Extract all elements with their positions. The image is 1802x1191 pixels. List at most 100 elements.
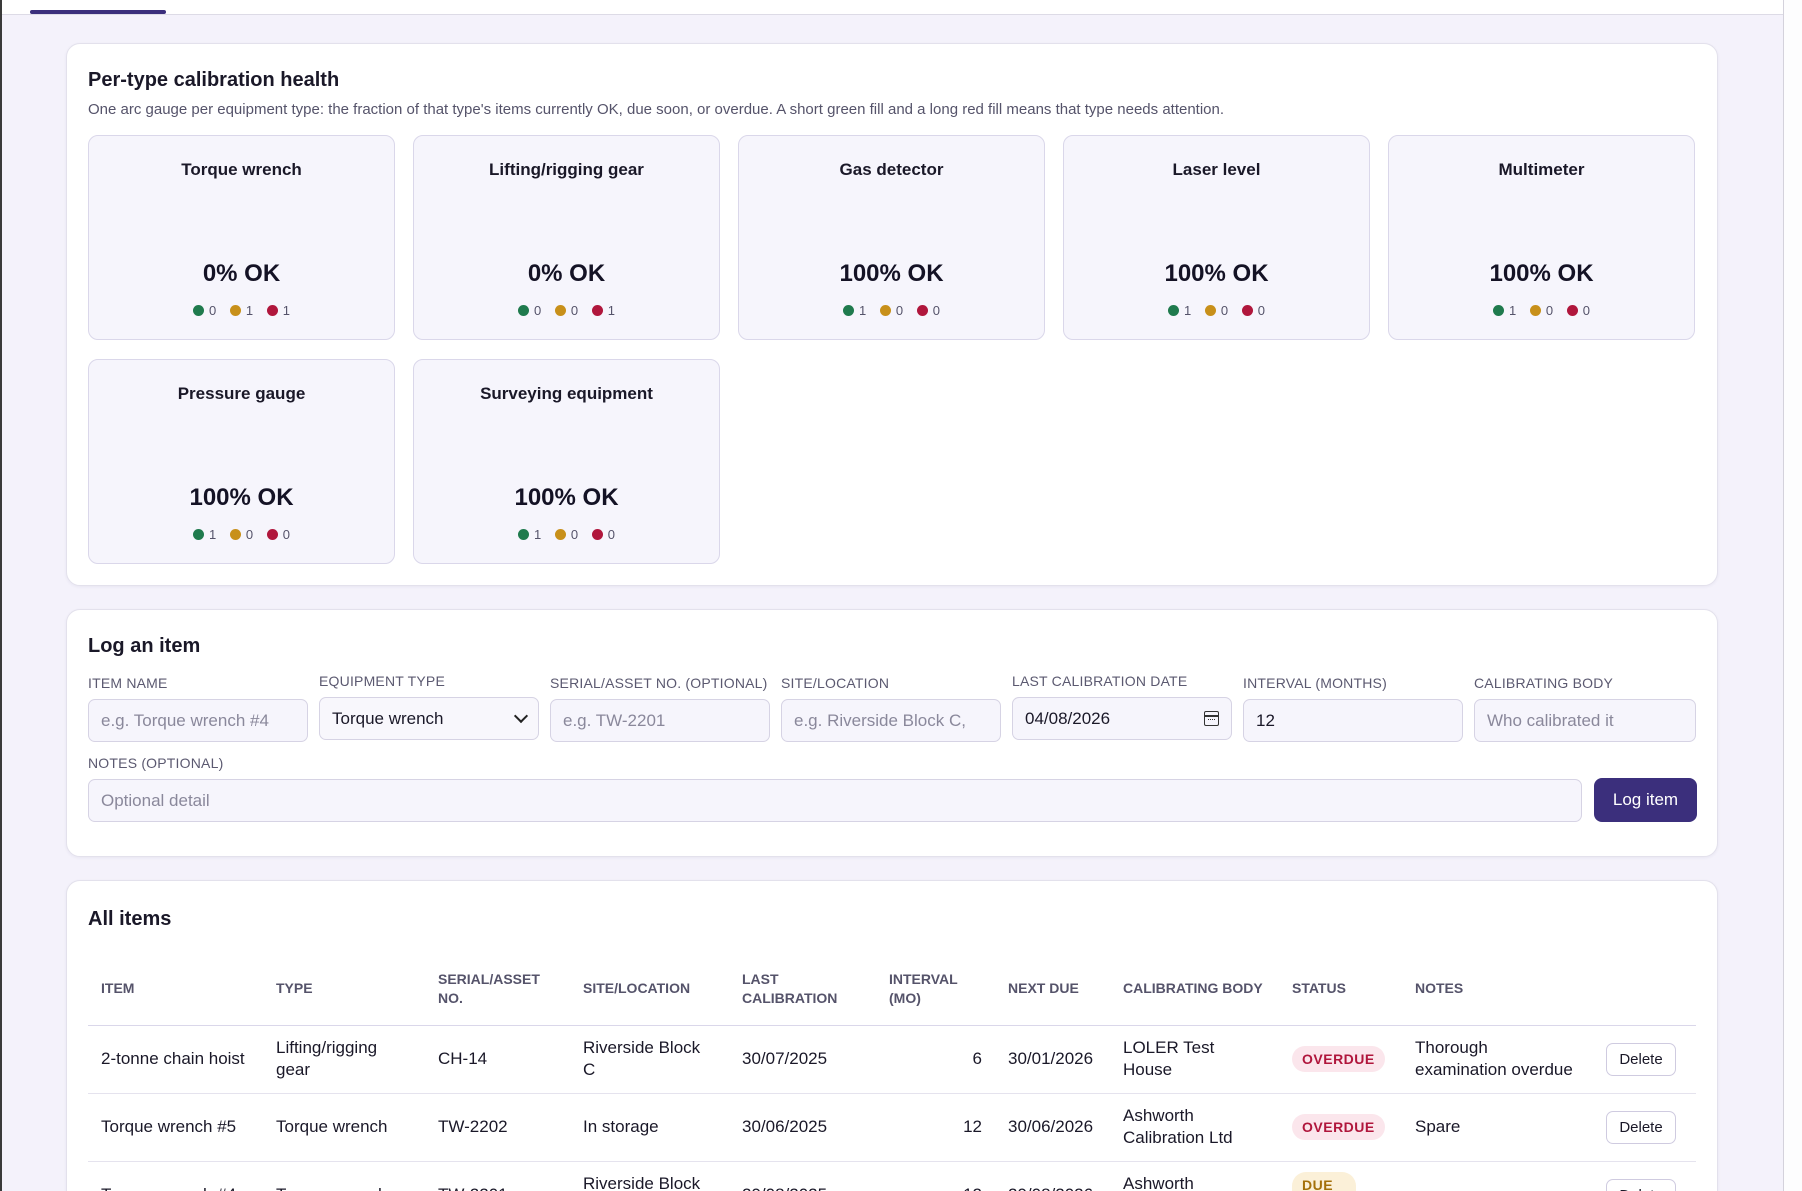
last-calibration-value: 04/08/2026 xyxy=(1025,708,1111,728)
ok-dot-icon xyxy=(1493,305,1505,316)
due-count: 0 xyxy=(1220,303,1229,318)
cell-type: Lifting/rigging gear xyxy=(263,1025,425,1094)
col-header-last-calibration[interactable]: Last calibration xyxy=(729,953,876,1026)
gauge-percent-ok: 100% OK xyxy=(1164,260,1269,287)
ok-dot-icon xyxy=(193,305,205,316)
cell-calibrating-body: Ashworth Calibration Ltd xyxy=(1110,1161,1279,1191)
item-name-label: Item name xyxy=(88,675,168,691)
cell-last-calibration: 30/06/2025 xyxy=(729,1093,876,1162)
equipment-type-select[interactable]: Torque wrench xyxy=(319,697,539,740)
due-dot-icon xyxy=(554,529,566,540)
site-input[interactable] xyxy=(781,699,1001,742)
gauge-type-name: Multimeter xyxy=(1498,160,1585,179)
cell-actions: Delete xyxy=(1593,1161,1696,1191)
log-item-card: Log an item Item name Equipment type Tor… xyxy=(66,609,1718,857)
table-row: Torque wrench #4 Torque wrench TW-2201 R… xyxy=(88,1161,1696,1191)
status-badge: OVERDUE xyxy=(1292,1045,1385,1073)
gauge-type-name: Lifting/rigging gear xyxy=(489,160,644,179)
calibrating-body-label: Calibrating body xyxy=(1474,675,1614,691)
due-dot-icon xyxy=(229,305,241,316)
cell-next-due: 30/06/2026 xyxy=(995,1093,1110,1162)
gauge-counts: 1 0 0 xyxy=(89,527,394,543)
cell-actions: Delete xyxy=(1593,1025,1696,1094)
cell-notes: Spare xyxy=(1402,1093,1593,1162)
due-dot-icon xyxy=(554,305,566,316)
col-header-next-due[interactable]: Next due xyxy=(995,953,1110,1026)
calendar-icon[interactable] xyxy=(1204,711,1219,726)
active-tab-indicator[interactable] xyxy=(30,10,166,14)
ok-count: 1 xyxy=(1184,303,1192,318)
tab-bar xyxy=(2,0,1783,15)
scrollbar-track[interactable] xyxy=(1783,0,1802,1191)
calibrating-body-input[interactable] xyxy=(1474,699,1696,742)
col-header-calibrating-body[interactable]: Calibrating body xyxy=(1110,953,1279,1026)
notes-input[interactable] xyxy=(88,779,1582,822)
table-header-row: Item Type Serial/asset no. Site/location… xyxy=(88,953,1696,1026)
interval-label: Interval (months) xyxy=(1243,675,1387,691)
cell-item: Torque wrench #5 xyxy=(88,1093,263,1162)
ok-count: 0 xyxy=(534,303,542,318)
gauge-percent-ok: 100% OK xyxy=(839,260,944,287)
overdue-dot-icon xyxy=(1566,305,1578,316)
serial-input[interactable] xyxy=(550,699,770,742)
items-table: Item Type Serial/asset no. Site/location… xyxy=(88,953,1696,1191)
gauge-tile: Pressure gauge 100% OK 1 0 0 xyxy=(88,359,395,564)
ok-count: 1 xyxy=(859,303,867,318)
cell-type: Torque wrench xyxy=(263,1161,425,1191)
ok-count: 1 xyxy=(1509,303,1517,318)
cell-interval: 6 xyxy=(876,1025,995,1094)
delete-button[interactable]: Delete xyxy=(1606,1110,1676,1144)
cell-item: Torque wrench #4 xyxy=(88,1161,263,1191)
due-count: 1 xyxy=(245,303,254,318)
gauge-type-name: Gas detector xyxy=(839,160,944,179)
delete-button[interactable]: Delete xyxy=(1606,1178,1676,1191)
overdue-count: 0 xyxy=(932,303,940,318)
equipment-type-value: Torque wrench xyxy=(332,708,444,728)
gauge-percent-ok: 0% OK xyxy=(527,260,606,287)
col-header-actions xyxy=(1593,953,1696,1026)
cell-last-calibration: 29/08/2025 xyxy=(729,1161,876,1191)
cell-calibrating-body: LOLER Test House xyxy=(1110,1025,1279,1094)
delete-button[interactable]: Delete xyxy=(1606,1042,1676,1076)
gauge-counts: 1 0 0 xyxy=(414,527,719,543)
all-items-card: All items Item Type Serial/asset no. Sit… xyxy=(66,880,1718,1191)
col-header-item[interactable]: Item xyxy=(88,953,263,1026)
gauge-counts: 1 0 0 xyxy=(1064,303,1369,319)
col-header-notes[interactable]: Notes xyxy=(1402,953,1593,1026)
cell-serial: TW-2202 xyxy=(425,1093,570,1162)
cell-calibrating-body: Ashworth Calibration Ltd xyxy=(1110,1093,1279,1162)
gauge-counts: 0 1 1 xyxy=(89,303,394,319)
log-item-button[interactable]: Log item xyxy=(1594,778,1697,822)
cell-serial: TW-2201 xyxy=(425,1161,570,1191)
item-name-input[interactable] xyxy=(88,699,308,742)
due-count: 0 xyxy=(570,303,579,318)
due-count: 0 xyxy=(570,527,579,542)
interval-input[interactable] xyxy=(1243,699,1463,742)
cell-item: 2-tonne chain hoist xyxy=(88,1025,263,1094)
cell-status: DUE SOON xyxy=(1279,1161,1402,1191)
gauge-percent-ok: 100% OK xyxy=(189,484,294,511)
overdue-dot-icon xyxy=(591,529,603,540)
gauge-tile: Lifting/rigging gear 0% OK 0 0 1 xyxy=(413,135,720,340)
col-header-status[interactable]: Status xyxy=(1279,953,1402,1026)
col-header-interval[interactable]: Interval (mo) xyxy=(876,953,995,1026)
overdue-dot-icon xyxy=(266,305,278,316)
cell-notes: Thorough examination overdue xyxy=(1402,1025,1593,1094)
gauge-counts: 1 0 0 xyxy=(739,303,1044,319)
last-calibration-label: Last calibration date xyxy=(1012,673,1188,689)
cell-interval: 12 xyxy=(876,1161,995,1191)
col-header-site[interactable]: Site/location xyxy=(570,953,729,1026)
ok-dot-icon xyxy=(518,529,530,540)
cell-serial: CH-14 xyxy=(425,1025,570,1094)
items-title: All items xyxy=(88,908,172,930)
table-row: 2-tonne chain hoist Lifting/rigging gear… xyxy=(88,1025,1696,1094)
status-badge: OVERDUE xyxy=(1292,1113,1385,1141)
last-calibration-date-input[interactable]: 04/08/2026 xyxy=(1012,697,1232,740)
cell-last-calibration: 30/07/2025 xyxy=(729,1025,876,1094)
col-header-type[interactable]: Type xyxy=(263,953,425,1026)
cell-site: Riverside Block C xyxy=(570,1025,729,1094)
ok-count: 1 xyxy=(534,527,542,542)
gauge-tile: Multimeter 100% OK 1 0 0 xyxy=(1388,135,1695,340)
overdue-count: 1 xyxy=(607,303,615,318)
col-header-serial[interactable]: Serial/asset no. xyxy=(425,953,570,1026)
